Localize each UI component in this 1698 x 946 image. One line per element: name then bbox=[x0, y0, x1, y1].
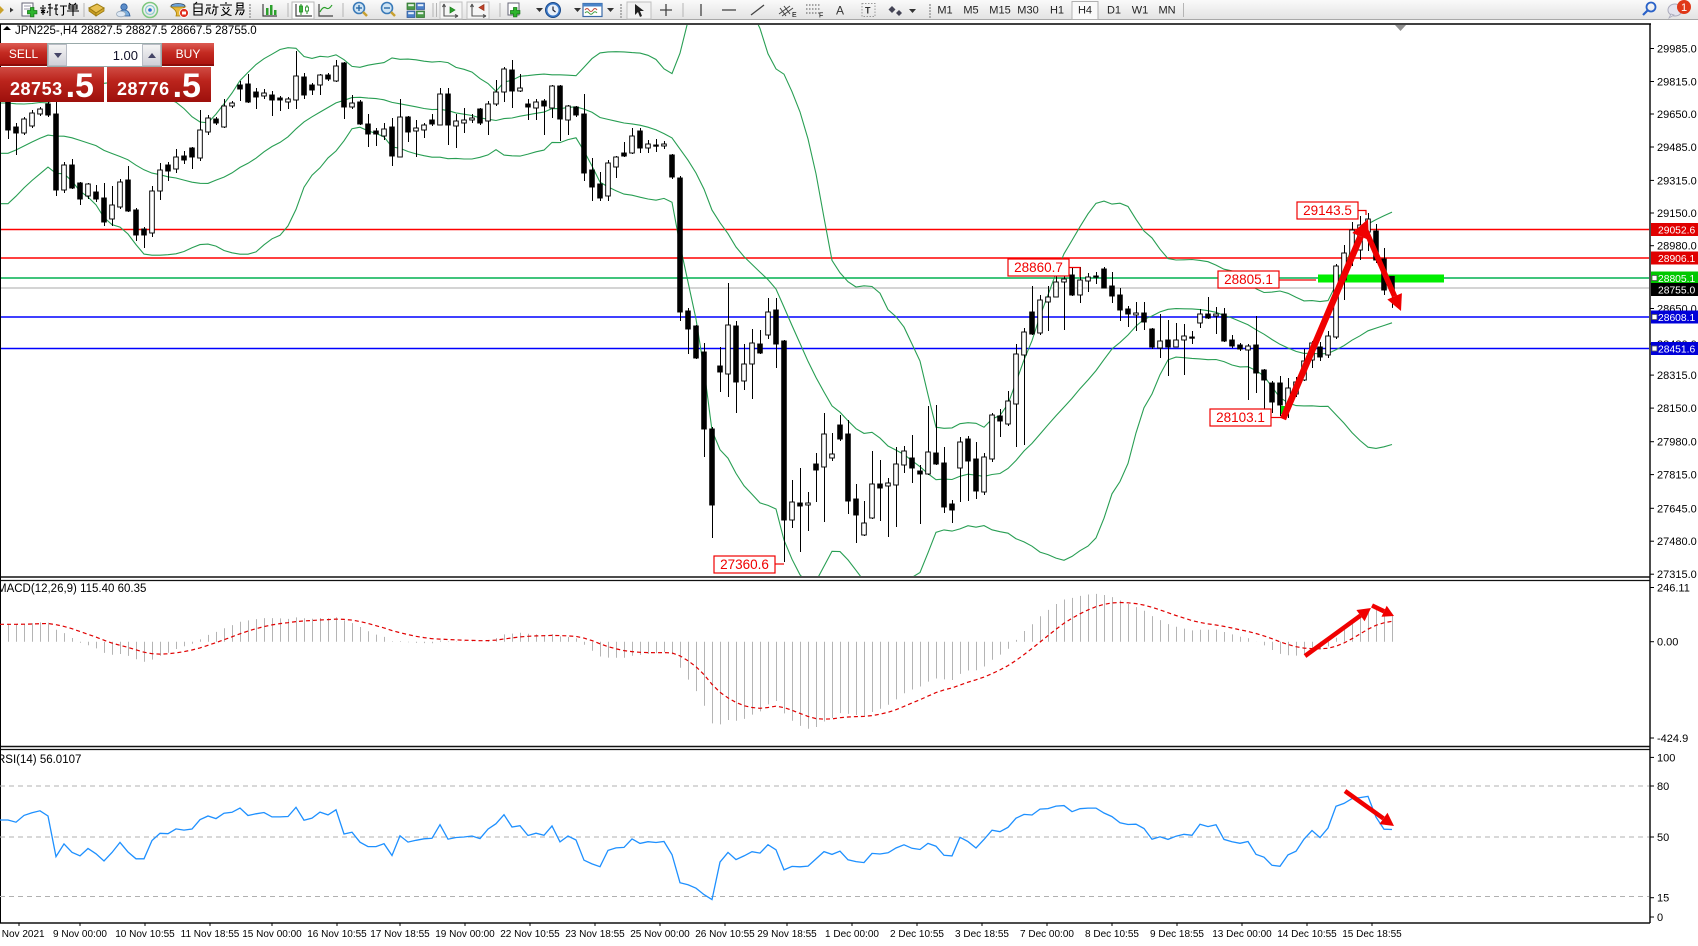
svg-text:M5: M5 bbox=[963, 5, 978, 17]
svg-text:29485.0: 29485.0 bbox=[1657, 142, 1697, 154]
svg-text:15 Dec 18:55: 15 Dec 18:55 bbox=[1342, 929, 1402, 940]
svg-text:26 Nov 10:55: 26 Nov 10:55 bbox=[695, 929, 755, 940]
svg-text:22 Nov 10:55: 22 Nov 10:55 bbox=[500, 929, 560, 940]
svg-text:11 Nov 18:55: 11 Nov 18:55 bbox=[181, 929, 240, 940]
svg-text:13 Dec 00:00: 13 Dec 00:00 bbox=[1212, 929, 1272, 940]
svg-text:14 Dec 10:55: 14 Dec 10:55 bbox=[1277, 929, 1337, 940]
svg-text:28980.0: 28980.0 bbox=[1657, 241, 1697, 253]
svg-text:28860.7: 28860.7 bbox=[1014, 260, 1063, 275]
svg-text:28805.1: 28805.1 bbox=[1658, 274, 1695, 285]
svg-text:27645.0: 27645.0 bbox=[1657, 503, 1697, 515]
svg-text:3 Dec 18:55: 3 Dec 18:55 bbox=[955, 929, 1009, 940]
svg-text:28103.1: 28103.1 bbox=[1216, 410, 1265, 425]
svg-text:27480.0: 27480.0 bbox=[1657, 536, 1697, 548]
svg-text:27980.0: 27980.0 bbox=[1657, 437, 1697, 449]
svg-text:T: T bbox=[865, 6, 871, 16]
svg-text:8 Nov 2021: 8 Nov 2021 bbox=[0, 929, 45, 940]
svg-text:29315.0: 29315.0 bbox=[1657, 175, 1697, 187]
svg-text:25 Nov 00:00: 25 Nov 00:00 bbox=[630, 929, 690, 940]
svg-text:29 Nov 18:55: 29 Nov 18:55 bbox=[757, 929, 817, 940]
svg-text:M30: M30 bbox=[1017, 5, 1038, 17]
svg-text:29815.0: 29815.0 bbox=[1657, 77, 1697, 89]
svg-text:10 Nov 10:55: 10 Nov 10:55 bbox=[115, 929, 175, 940]
svg-text:D1: D1 bbox=[1107, 5, 1121, 17]
svg-text:MN: MN bbox=[1158, 5, 1175, 17]
svg-text:A: A bbox=[836, 4, 844, 18]
svg-text:246.11: 246.11 bbox=[1657, 583, 1690, 595]
svg-text:7 Dec 00:00: 7 Dec 00:00 bbox=[1020, 929, 1074, 940]
svg-text:80: 80 bbox=[1657, 781, 1669, 793]
svg-text:F: F bbox=[819, 13, 823, 20]
svg-text:19 Nov 00:00: 19 Nov 00:00 bbox=[435, 929, 495, 940]
svg-text:23 Nov 18:55: 23 Nov 18:55 bbox=[565, 929, 625, 940]
svg-text:27360.6: 27360.6 bbox=[720, 557, 769, 572]
svg-text:29985.0: 29985.0 bbox=[1657, 44, 1697, 56]
svg-text:9 Dec 18:55: 9 Dec 18:55 bbox=[1150, 929, 1204, 940]
svg-text:100: 100 bbox=[1657, 752, 1675, 764]
svg-text:28805.1: 28805.1 bbox=[1224, 272, 1273, 287]
svg-text:0: 0 bbox=[1657, 912, 1663, 924]
svg-text:28451.6: 28451.6 bbox=[1658, 344, 1695, 355]
svg-text:28150.0: 28150.0 bbox=[1657, 403, 1697, 415]
svg-text:M1: M1 bbox=[937, 5, 952, 17]
svg-text:27315.0: 27315.0 bbox=[1657, 569, 1697, 581]
svg-text:28755.0: 28755.0 bbox=[1658, 285, 1695, 296]
svg-text:8 Dec 10:55: 8 Dec 10:55 bbox=[1085, 929, 1139, 940]
svg-text:29150.0: 29150.0 bbox=[1657, 208, 1697, 220]
svg-text:15: 15 bbox=[1657, 893, 1669, 905]
svg-text:H1: H1 bbox=[1050, 5, 1064, 17]
svg-text:50: 50 bbox=[1657, 832, 1669, 844]
svg-text:15 Nov 00:00: 15 Nov 00:00 bbox=[242, 929, 302, 940]
svg-text:29650.0: 29650.0 bbox=[1657, 109, 1697, 121]
svg-text:9 Nov 00:00: 9 Nov 00:00 bbox=[53, 929, 107, 940]
svg-text:16 Nov 10:55: 16 Nov 10:55 bbox=[307, 929, 367, 940]
svg-text:E: E bbox=[792, 12, 797, 19]
svg-text:1: 1 bbox=[1681, 2, 1687, 14]
svg-text:29052.6: 29052.6 bbox=[1658, 225, 1695, 236]
svg-text:1 Dec 00:00: 1 Dec 00:00 bbox=[825, 929, 879, 940]
svg-text:-424.9: -424.9 bbox=[1657, 733, 1688, 745]
svg-text:28315.0: 28315.0 bbox=[1657, 370, 1697, 382]
svg-text:0.00: 0.00 bbox=[1657, 637, 1678, 649]
svg-text:M15: M15 bbox=[989, 5, 1010, 17]
svg-text:2 Dec 10:55: 2 Dec 10:55 bbox=[890, 929, 944, 940]
svg-text:17 Nov 18:55: 17 Nov 18:55 bbox=[370, 929, 430, 940]
svg-text:W1: W1 bbox=[1132, 5, 1149, 17]
svg-text:MACD(12,26,9) 115.40 60.35: MACD(12,26,9) 115.40 60.35 bbox=[0, 583, 146, 595]
svg-text:27815.0: 27815.0 bbox=[1657, 470, 1697, 482]
svg-text:RSI(14) 56.0107: RSI(14) 56.0107 bbox=[0, 754, 81, 766]
svg-text:JPN225-,H4 28827.5 28827.5 28: JPN225-,H4 28827.5 28827.5 28667.5 28755… bbox=[15, 25, 257, 37]
svg-text:28906.1: 28906.1 bbox=[1658, 254, 1695, 265]
svg-text:29143.5: 29143.5 bbox=[1303, 203, 1352, 218]
svg-text:28608.1: 28608.1 bbox=[1658, 313, 1695, 324]
svg-text:H4: H4 bbox=[1078, 5, 1092, 17]
